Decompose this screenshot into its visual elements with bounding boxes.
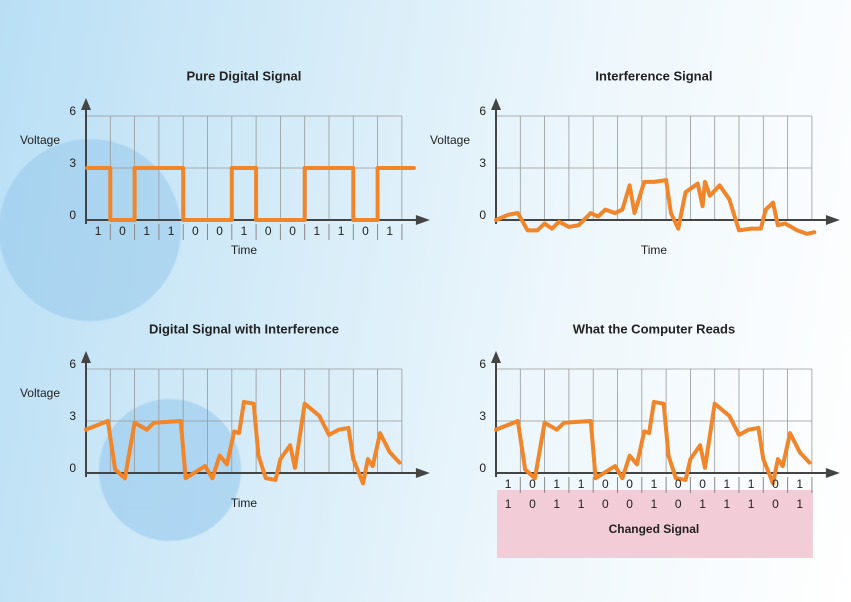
bit-label: 1: [386, 224, 393, 238]
y-axis-label: Voltage: [20, 133, 60, 147]
note-box: [497, 490, 813, 558]
bit-label: 1: [168, 224, 175, 238]
bit-label: 0: [602, 477, 609, 491]
y-tick-label: 0: [479, 208, 486, 222]
bit-label: 0: [216, 224, 223, 238]
bit-label: 0: [529, 477, 536, 491]
bit-label: 1: [748, 477, 755, 491]
bit-label: 1: [651, 477, 658, 491]
bit-label: 1: [651, 497, 658, 511]
y-tick-label: 3: [69, 156, 76, 170]
y-tick-label: 0: [69, 461, 76, 475]
y-arrow: [81, 98, 91, 110]
bit-label: 0: [626, 497, 633, 511]
bit-label: 0: [119, 224, 126, 238]
bit-label: 0: [626, 477, 633, 491]
bit-label: 0: [602, 497, 609, 511]
bit-label: 0: [529, 497, 536, 511]
bit-label: 1: [505, 477, 512, 491]
bit-label: 1: [553, 477, 560, 491]
bit-label: 1: [748, 497, 755, 511]
bit-label: 1: [796, 477, 803, 491]
panel-title: Pure Digital Signal: [187, 68, 302, 83]
bit-label: 0: [362, 224, 369, 238]
x-axis-label: Time: [641, 243, 668, 257]
y-tick-label: 0: [69, 208, 76, 222]
x-arrow: [415, 215, 430, 225]
bit-label: 0: [289, 224, 296, 238]
bit-label: 0: [772, 497, 779, 511]
bit-label: 1: [143, 224, 150, 238]
y-tick-label: 3: [69, 409, 76, 423]
y-tick-label: 6: [69, 104, 76, 118]
bit-label: 0: [675, 497, 682, 511]
bit-label: 1: [699, 497, 706, 511]
bit-label: 1: [724, 497, 731, 511]
bit-label: 1: [505, 497, 512, 511]
bit-label: 1: [578, 477, 585, 491]
y-tick-label: 3: [479, 156, 486, 170]
y-tick-label: 6: [69, 357, 76, 371]
bit-label: 1: [95, 224, 102, 238]
y-arrow: [491, 98, 501, 110]
bit-label: 1: [553, 497, 560, 511]
bit-label: 0: [192, 224, 199, 238]
y-tick-label: 3: [479, 409, 486, 423]
signal-line: [494, 399, 812, 486]
note-label: Changed Signal: [609, 522, 700, 536]
bit-label: 1: [241, 224, 248, 238]
x-arrow: [825, 215, 840, 225]
y-tick-label: 6: [479, 357, 486, 371]
x-arrow: [415, 468, 430, 478]
panel-title: What the Computer Reads: [573, 321, 736, 336]
bit-label: 1: [578, 497, 585, 511]
bit-label: 0: [699, 477, 706, 491]
x-arrow: [825, 468, 840, 478]
y-axis-label: Voltage: [20, 386, 60, 400]
bit-label: 1: [724, 477, 731, 491]
y-tick-label: 0: [479, 461, 486, 475]
bit-label: 1: [314, 224, 321, 238]
y-arrow: [491, 351, 501, 363]
bit-label: 0: [675, 477, 682, 491]
y-axis-label: Voltage: [430, 133, 470, 147]
x-axis-label: Time: [231, 243, 258, 257]
x-axis-label: Time: [231, 496, 258, 510]
panel-title: Interference Signal: [595, 68, 712, 83]
signal-line: [84, 399, 402, 486]
bit-label: 0: [772, 477, 779, 491]
bit-label: 0: [265, 224, 272, 238]
y-arrow: [81, 351, 91, 363]
bit-label: 1: [338, 224, 345, 238]
y-tick-label: 6: [479, 104, 486, 118]
signal-line: [494, 178, 817, 236]
panel-title: Digital Signal with Interference: [149, 321, 339, 336]
bit-label: 1: [796, 497, 803, 511]
